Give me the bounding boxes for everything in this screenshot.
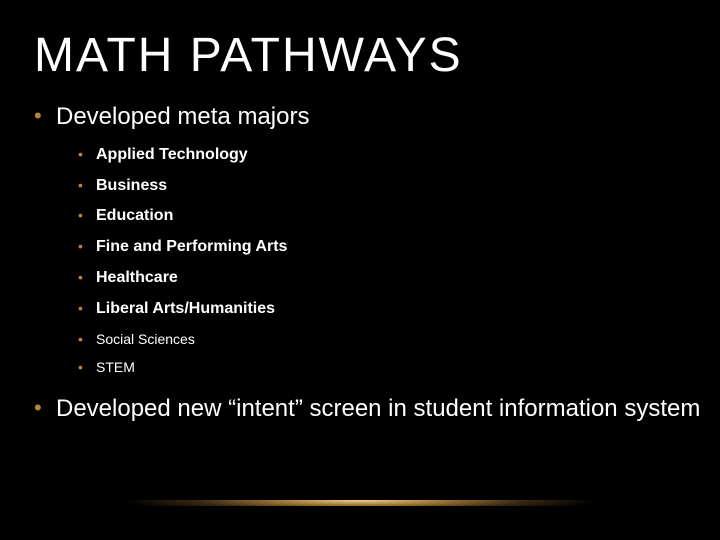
sub-bullet: Fine and Performing Arts: [96, 232, 720, 263]
sub-bullet: Applied Technology: [96, 140, 720, 171]
sub-bullet: Social Sciences: [96, 325, 720, 353]
bullet-list-level2: Applied Technology Business Education Fi…: [56, 140, 720, 381]
bullet-intent-screen: Developed new “intent” screen in student…: [56, 393, 720, 426]
sub-bullet: STEM: [96, 353, 720, 381]
sub-bullet: Business: [96, 171, 720, 202]
slide: MATH PATHWAYS Developed meta majors Appl…: [0, 0, 720, 540]
sub-bullet: Healthcare: [96, 263, 720, 294]
decorative-underline: [0, 500, 720, 506]
bullet-meta-majors: Developed meta majors Applied Technology…: [56, 101, 720, 393]
sub-bullet: Liberal Arts/Humanities: [96, 294, 720, 325]
bullet-list-level1: Developed meta majors Applied Technology…: [0, 101, 720, 426]
bullet-text: Developed meta majors: [56, 103, 309, 130]
sub-bullet: Education: [96, 201, 720, 232]
slide-title: MATH PATHWAYS: [0, 0, 720, 93]
